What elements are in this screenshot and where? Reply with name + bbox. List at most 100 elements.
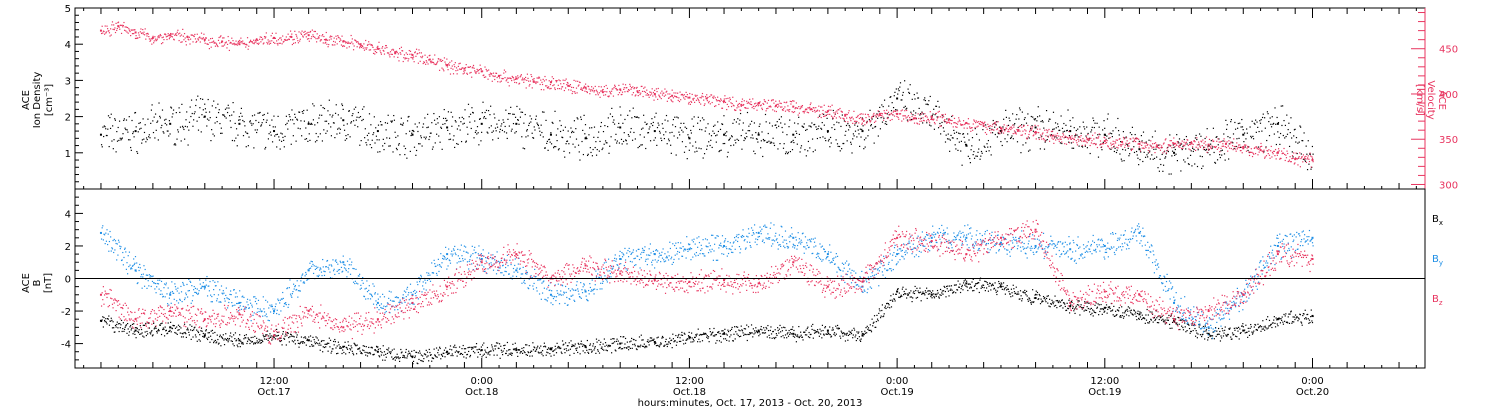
density-sample (1041, 120, 1044, 122)
velocity-sample (855, 120, 857, 122)
velocity-sample (499, 81, 501, 83)
density-sample (1027, 113, 1029, 115)
density-sample (1287, 128, 1289, 131)
density-sample (951, 115, 953, 118)
velocity-sample (1272, 153, 1274, 155)
density-sample (504, 125, 506, 128)
velocity-sample (157, 35, 160, 37)
density-sample (918, 107, 920, 110)
bx-sample (164, 326, 166, 328)
density-sample (1284, 137, 1286, 139)
velocity-sample (1106, 140, 1108, 142)
density-sample (1067, 109, 1069, 111)
bx-sample (572, 345, 574, 347)
bx-sample (240, 340, 242, 342)
density-sample (837, 145, 839, 148)
density-sample (213, 100, 215, 102)
density-sample (635, 116, 637, 118)
velocity-sample (1006, 125, 1008, 127)
bx-sample (521, 347, 523, 350)
bx-sample (489, 354, 491, 356)
bx-sample (390, 351, 392, 353)
velocity-sample (657, 98, 659, 100)
bx-sample (511, 354, 513, 356)
density-sample (271, 119, 273, 121)
density-sample (424, 138, 427, 140)
velocity-sample (998, 130, 1000, 132)
bx-sample (394, 359, 396, 361)
velocity-sample (594, 90, 596, 92)
density-sample (109, 127, 112, 130)
velocity-sample (452, 73, 455, 75)
density-sample (609, 145, 611, 147)
bx-sample (402, 354, 404, 357)
bx-sample (466, 353, 469, 356)
velocity-sample (718, 103, 720, 106)
bx-sample (694, 336, 696, 339)
bx-sample (210, 335, 212, 337)
bx-sample (594, 347, 596, 349)
velocity-sample (360, 46, 363, 49)
velocity-sample (1018, 125, 1020, 128)
velocity-sample (194, 38, 197, 40)
velocity-sample (559, 80, 561, 82)
velocity-sample (466, 72, 468, 74)
velocity-sample (714, 97, 716, 99)
density-sample (739, 119, 741, 121)
density-sample (327, 110, 329, 112)
velocity-sample (383, 50, 385, 52)
bx-sample (691, 337, 693, 339)
bx-sample (714, 335, 716, 337)
velocity-sample (1071, 135, 1073, 137)
velocity-sample (1022, 130, 1024, 132)
density-sample (982, 129, 984, 131)
velocity-sample (1056, 132, 1059, 134)
velocity-sample (287, 33, 289, 35)
velocity-sample (968, 123, 970, 125)
velocity-sample (669, 96, 671, 98)
velocity-sample (731, 102, 733, 105)
density-sample (462, 123, 464, 125)
velocity-sample (273, 37, 275, 40)
velocity-sample (369, 49, 372, 51)
velocity-sample (494, 75, 496, 77)
velocity-sample (984, 131, 986, 134)
velocity-sample (514, 78, 516, 80)
bx-sample (718, 340, 721, 342)
density-sample (685, 146, 687, 148)
density-sample (1167, 150, 1170, 153)
velocity-sample (952, 126, 954, 128)
density-sample (106, 134, 108, 137)
velocity-sample (329, 36, 331, 38)
velocity-sample (692, 99, 694, 101)
velocity-sample (1243, 146, 1245, 148)
velocity-sample (666, 90, 668, 92)
velocity-point (117, 25, 120, 28)
velocity-sample (1191, 146, 1194, 148)
velocity-sample (687, 103, 690, 105)
density-sample (1032, 116, 1034, 118)
bx-sample (193, 327, 195, 329)
density-sample (1175, 153, 1177, 155)
density-sample (791, 141, 793, 143)
velocity-sample (395, 50, 398, 52)
density-sample (955, 131, 958, 133)
density-sample (944, 121, 946, 123)
density-sample (558, 148, 560, 150)
bx-sample (242, 341, 244, 344)
density-sample (1283, 119, 1285, 122)
density-sample (1089, 152, 1091, 155)
velocity-sample (145, 33, 147, 35)
bx-sample (171, 327, 173, 329)
density-sample (838, 145, 841, 148)
bx-sample (277, 334, 280, 337)
bx-sample (219, 336, 221, 338)
density-sample (842, 142, 844, 145)
velocity-sample (654, 89, 656, 92)
bx-sample (628, 346, 630, 348)
bx-sample (108, 324, 111, 326)
bx-sample (285, 344, 287, 346)
density-sample (1300, 126, 1302, 128)
velocity-sample (589, 93, 591, 95)
density-sample (458, 125, 460, 127)
